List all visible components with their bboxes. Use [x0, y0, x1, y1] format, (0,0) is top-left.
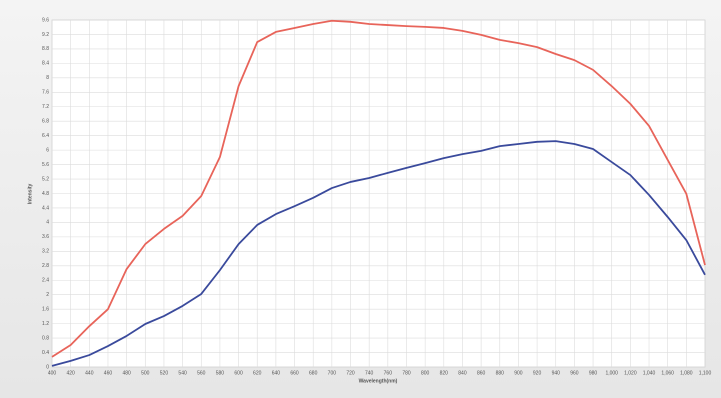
x-tick-label: 860 [477, 370, 486, 376]
y-tick-label: 6 [46, 147, 49, 153]
y-tick-label: 5.2 [42, 176, 49, 182]
x-tick-label: 640 [272, 370, 281, 376]
y-tick-label: 2 [46, 292, 49, 298]
y-tick-label: 2.8 [42, 263, 49, 269]
x-tick-label: 840 [458, 370, 467, 376]
x-tick-label: 1,060 [661, 370, 674, 376]
x-tick-label: 880 [496, 370, 505, 376]
x-tick-label: 460 [104, 370, 113, 376]
x-tick-label: 980 [589, 370, 598, 376]
y-tick-label: 3.6 [42, 234, 49, 240]
y-tick-label: 3.2 [42, 249, 49, 255]
x-tick-label: 760 [384, 370, 393, 376]
y-tick-label: 6.8 [42, 119, 49, 125]
x-tick-label: 900 [514, 370, 523, 376]
x-tick-label: 560 [197, 370, 206, 376]
y-tick-label: 7.6 [42, 90, 49, 96]
x-tick-label: 420 [66, 370, 75, 376]
x-tick-label: 480 [122, 370, 131, 376]
x-tick-label: 1,020 [624, 370, 637, 376]
x-tick-label: 800 [421, 370, 430, 376]
y-tick-label: 8.4 [42, 61, 49, 67]
y-tick-label: 0.4 [42, 350, 49, 356]
y-tick-label: 4.4 [42, 205, 49, 211]
x-axis-title: Wavelength(nm) [359, 378, 398, 384]
y-tick-label: 0.8 [42, 335, 49, 341]
x-tick-label: 720 [346, 370, 355, 376]
x-tick-label: 680 [309, 370, 318, 376]
y-axis-title: Intensity [27, 184, 33, 205]
y-tick-label: 8.8 [42, 46, 49, 52]
x-tick-label: 600 [234, 370, 243, 376]
x-tick-label: 740 [365, 370, 374, 376]
y-tick-label: 6.4 [42, 133, 49, 139]
data-line [51, 140, 706, 367]
y-tick-label: 1.2 [42, 321, 49, 327]
y-tick-label: 2.4 [42, 278, 49, 284]
x-tick-label: 400 [48, 370, 57, 376]
data-line [51, 19, 706, 358]
y-tick-label: 0 [46, 364, 49, 370]
x-tick-label: 620 [253, 370, 262, 376]
x-tick-label: 820 [440, 370, 449, 376]
y-tick-label: 9.6 [42, 17, 49, 23]
y-tick-label: 5.6 [42, 162, 49, 168]
y-tick-label: 7.2 [42, 104, 49, 110]
x-tick-label: 1,080 [680, 370, 693, 376]
x-tick-label: 440 [85, 370, 94, 376]
y-tick-label: 1.6 [42, 306, 49, 312]
y-tick-label: 8 [46, 75, 49, 81]
x-tick-label: 580 [216, 370, 225, 376]
x-tick-label: 520 [160, 370, 169, 376]
x-tick-label: 920 [533, 370, 542, 376]
y-tick-label: 4.8 [42, 191, 49, 197]
y-tick-label: 9.2 [42, 32, 49, 38]
y-tick-label: 4 [46, 220, 49, 226]
x-tick-label: 940 [552, 370, 561, 376]
x-tick-label: 780 [402, 370, 411, 376]
x-tick-label: 660 [290, 370, 299, 376]
x-tick-label: 540 [178, 370, 187, 376]
x-tick-label: 500 [141, 370, 150, 376]
x-tick-label: 960 [570, 370, 579, 376]
x-tick-label: 1,040 [643, 370, 656, 376]
x-tick-label: 700 [328, 370, 337, 376]
x-tick-label: 1,000 [605, 370, 618, 376]
x-tick-label: 1,100 [699, 370, 712, 376]
